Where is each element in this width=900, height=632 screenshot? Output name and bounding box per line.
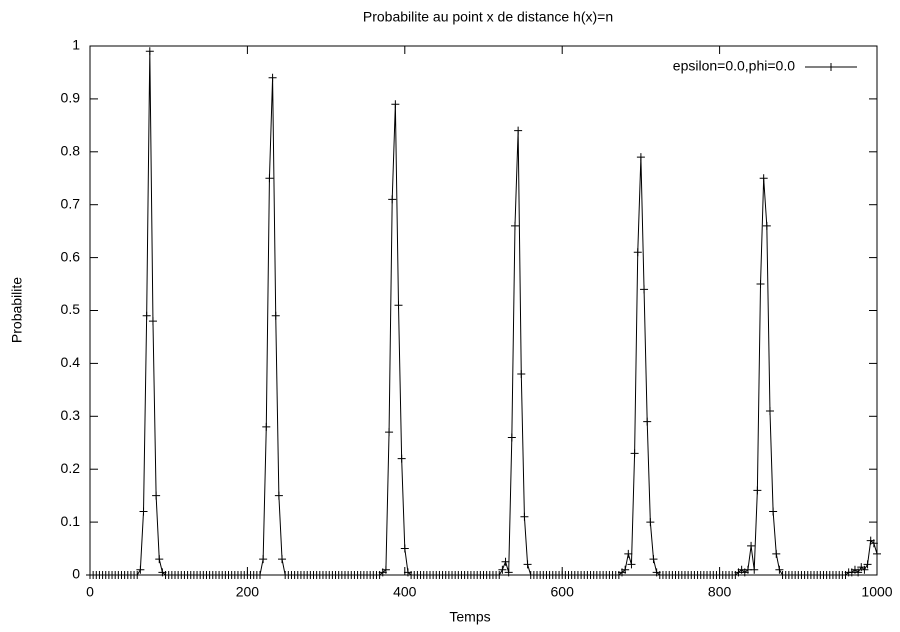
point-marker bbox=[148, 317, 157, 326]
x-tick-label: 1000 bbox=[861, 584, 892, 600]
y-tick-label: 0.6 bbox=[61, 248, 81, 264]
y-tick-label: 0.7 bbox=[61, 195, 81, 211]
point-marker bbox=[523, 560, 532, 569]
y-tick-label: 0.5 bbox=[61, 301, 81, 317]
x-tick-label: 400 bbox=[393, 584, 417, 600]
point-marker bbox=[394, 301, 403, 310]
point-marker bbox=[139, 507, 148, 516]
point-marker bbox=[498, 565, 507, 574]
x-tick-label: 600 bbox=[551, 584, 575, 600]
legend-marker bbox=[827, 63, 835, 71]
point-marker bbox=[636, 153, 645, 162]
point-marker bbox=[621, 565, 630, 574]
point-marker bbox=[772, 549, 781, 558]
chart-title: Probabilite au point x de distance h(x)=… bbox=[363, 9, 613, 25]
y-axis-label: Probabilite bbox=[9, 277, 25, 343]
point-marker bbox=[860, 565, 869, 574]
point-marker bbox=[142, 311, 151, 320]
y-tick-label: 0.2 bbox=[61, 460, 81, 476]
y-tick-label: 0.9 bbox=[61, 90, 81, 106]
point-marker bbox=[863, 560, 872, 569]
y-tick-label: 0.8 bbox=[61, 143, 81, 159]
point-marker bbox=[265, 174, 274, 183]
point-marker bbox=[649, 555, 658, 564]
x-tick-label: 800 bbox=[708, 584, 732, 600]
point-marker bbox=[262, 422, 271, 431]
x-tick-label: 0 bbox=[86, 584, 94, 600]
point-marker bbox=[510, 221, 519, 230]
point-marker bbox=[759, 174, 768, 183]
point-marker bbox=[765, 407, 774, 416]
point-marker bbox=[388, 195, 397, 204]
point-marker bbox=[517, 369, 526, 378]
series-line bbox=[90, 51, 878, 576]
point-marker bbox=[501, 557, 510, 566]
point-marker bbox=[385, 428, 394, 437]
point-marker bbox=[873, 549, 881, 558]
y-tick-label: 0 bbox=[72, 566, 80, 582]
plot-frame bbox=[89, 45, 878, 576]
point-marker bbox=[630, 449, 639, 458]
point-marker bbox=[136, 565, 145, 574]
point-marker bbox=[854, 568, 863, 577]
point-marker bbox=[133, 571, 142, 579]
point-marker bbox=[769, 507, 778, 516]
point-marker bbox=[520, 512, 529, 521]
point-marker bbox=[271, 311, 280, 320]
point-marker bbox=[643, 417, 652, 426]
x-axis-label: Temps bbox=[449, 609, 490, 625]
point-marker bbox=[255, 571, 264, 579]
point-marker bbox=[274, 491, 283, 500]
x-tick-label: 200 bbox=[236, 584, 260, 600]
point-marker bbox=[152, 491, 161, 500]
point-marker bbox=[762, 221, 771, 230]
y-tick-label: 0.4 bbox=[61, 354, 81, 370]
point-marker bbox=[640, 285, 649, 294]
y-tick-label: 1 bbox=[72, 37, 80, 53]
point-marker bbox=[259, 555, 268, 564]
point-marker bbox=[155, 555, 164, 564]
point-marker bbox=[397, 454, 406, 463]
point-marker bbox=[391, 100, 400, 109]
point-marker bbox=[145, 47, 154, 56]
point-marker bbox=[633, 248, 642, 257]
legend-label: epsilon=0.0,phi=0.0 bbox=[673, 58, 795, 74]
point-marker bbox=[869, 539, 878, 548]
y-tick-label: 0.1 bbox=[61, 513, 81, 529]
point-marker bbox=[278, 555, 287, 564]
point-marker bbox=[507, 433, 516, 442]
point-marker bbox=[504, 568, 513, 577]
point-marker bbox=[627, 560, 636, 569]
point-marker bbox=[268, 73, 277, 82]
point-marker bbox=[747, 541, 756, 550]
point-marker bbox=[756, 280, 765, 289]
point-marker bbox=[646, 518, 655, 527]
point-marker bbox=[381, 565, 390, 574]
y-tick-label: 0.3 bbox=[61, 407, 81, 423]
point-marker bbox=[400, 544, 409, 553]
point-marker bbox=[495, 571, 504, 579]
point-marker bbox=[775, 565, 784, 574]
point-marker bbox=[624, 549, 633, 558]
point-marker bbox=[753, 486, 762, 495]
point-marker bbox=[750, 565, 759, 574]
point-marker bbox=[514, 126, 523, 135]
